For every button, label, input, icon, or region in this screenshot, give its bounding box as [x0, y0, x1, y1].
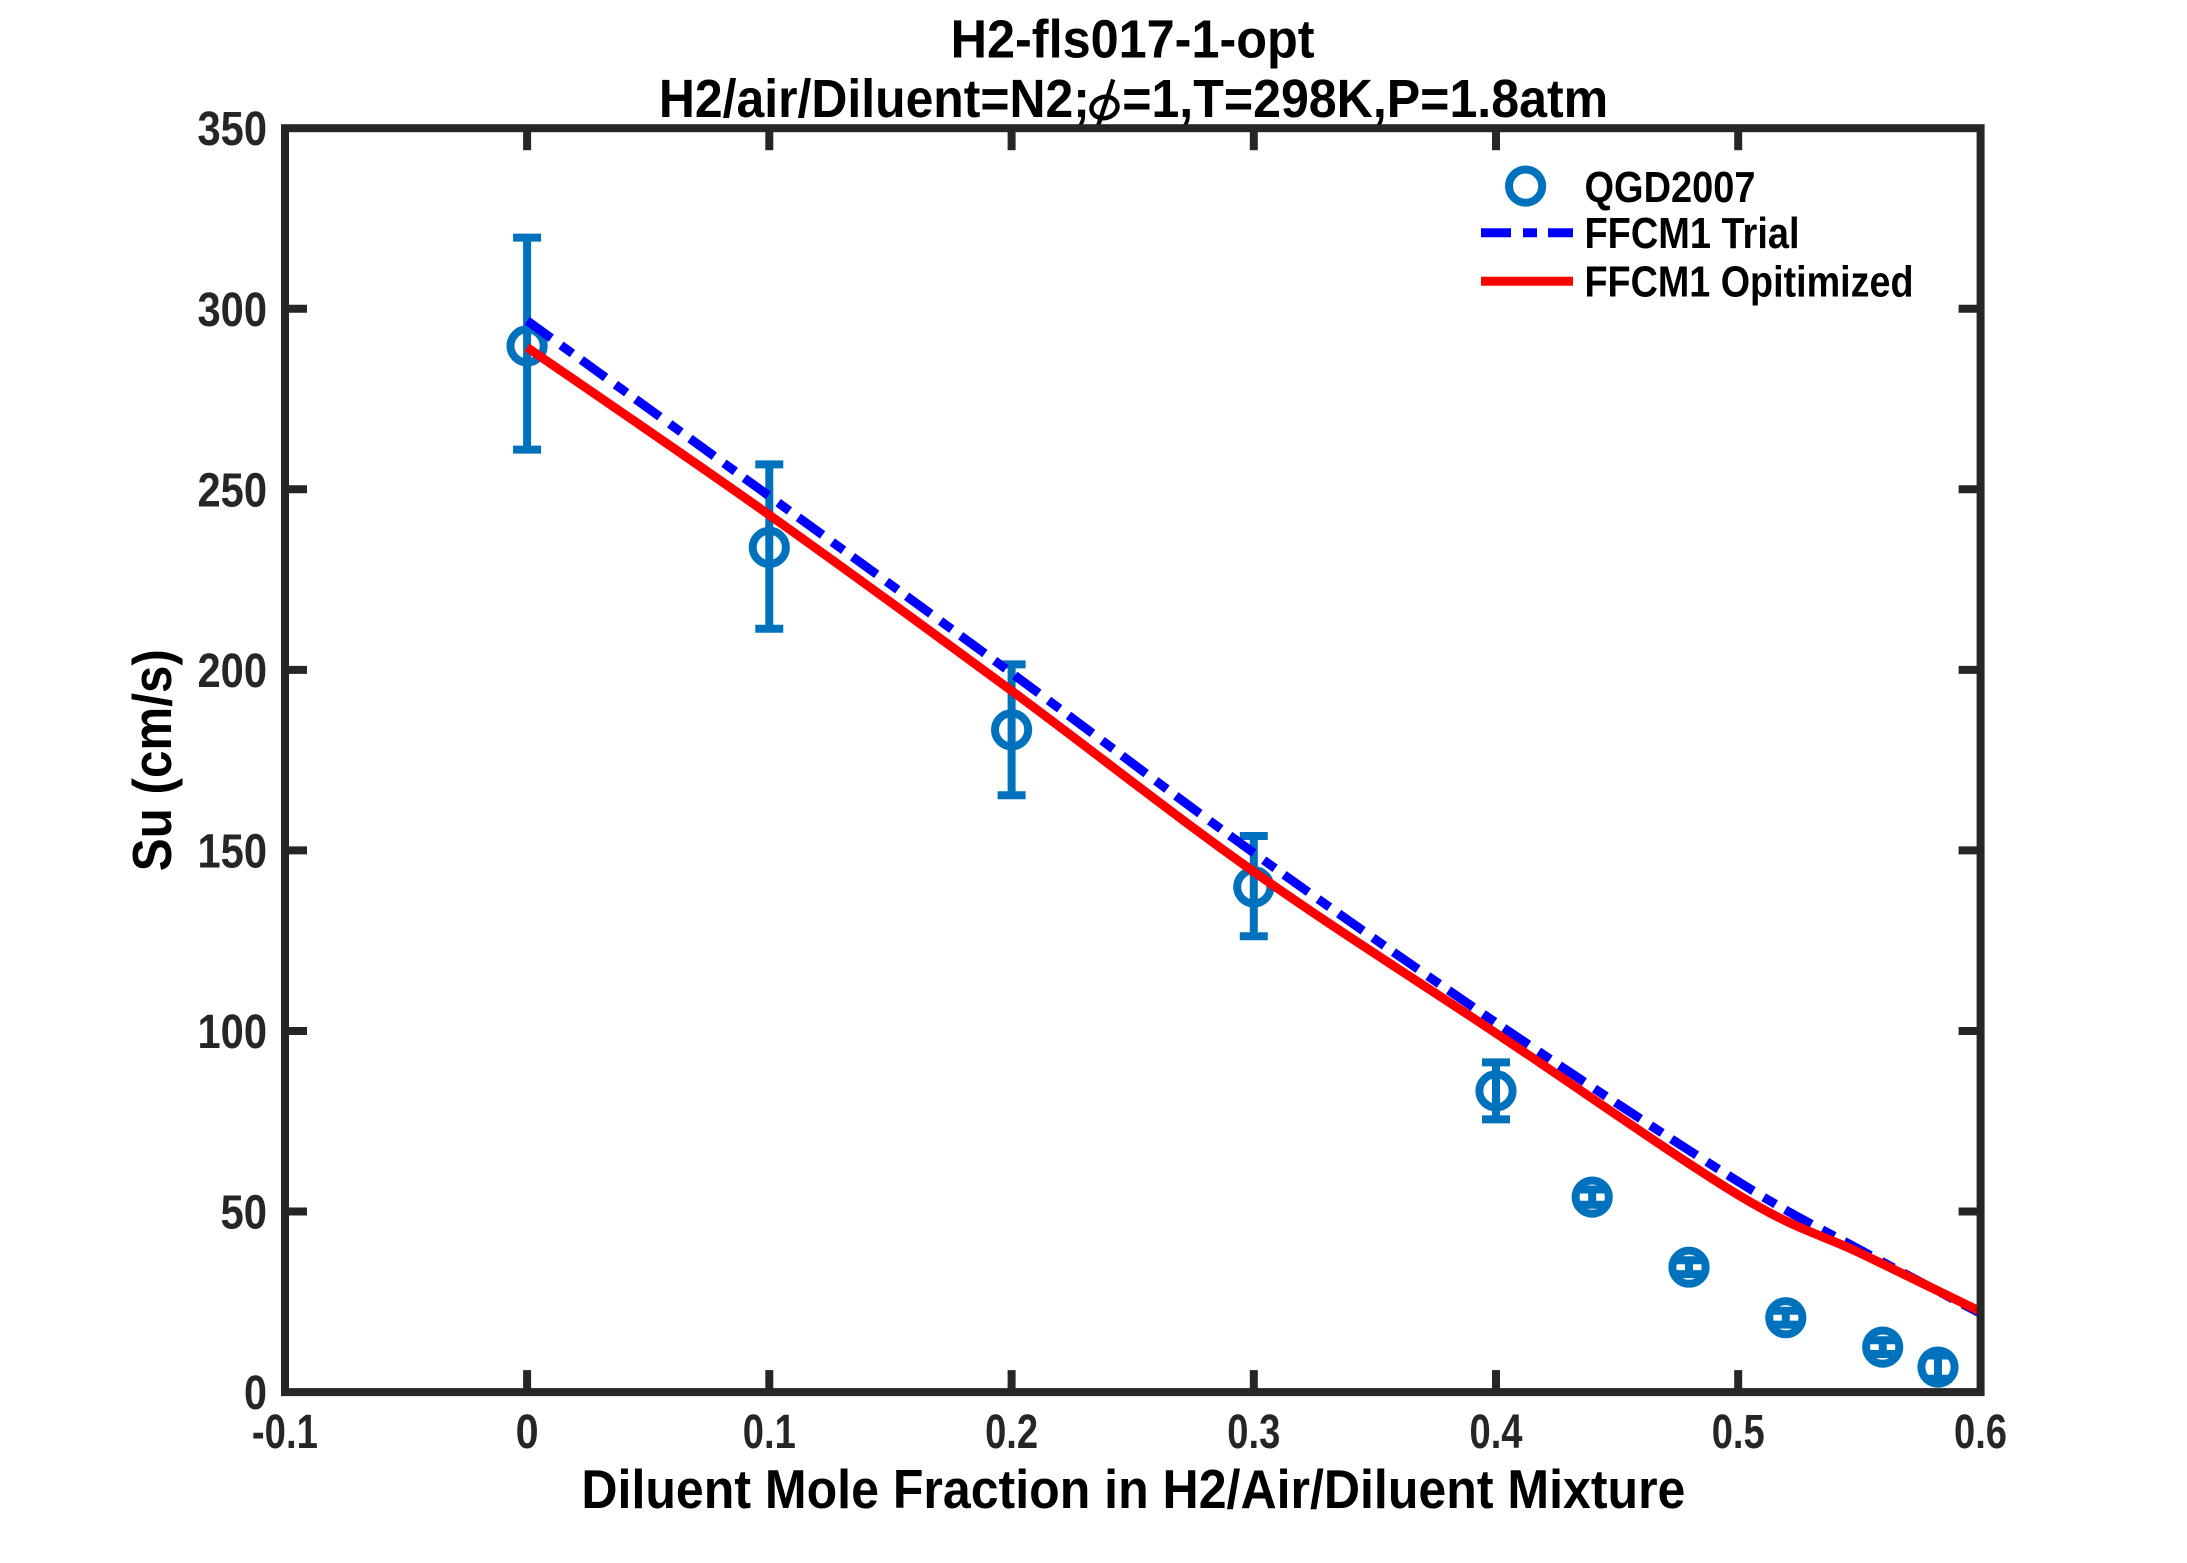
- svg-text:0.1: 0.1: [743, 1406, 796, 1459]
- svg-text:H2/air/Diluent=N2;: H2/air/Diluent=N2;: [659, 70, 1090, 129]
- svg-text:Su (cm/s): Su (cm/s): [122, 649, 183, 871]
- svg-text:QGD2007: QGD2007: [1585, 163, 1756, 212]
- svg-text:0.2: 0.2: [985, 1406, 1038, 1459]
- svg-text:300: 300: [198, 284, 268, 337]
- svg-text:FFCM1 Trial: FFCM1 Trial: [1585, 209, 1800, 258]
- svg-text:50: 50: [221, 1187, 268, 1240]
- svg-text:0: 0: [244, 1367, 267, 1420]
- svg-text:250: 250: [198, 464, 268, 517]
- svg-text:0: 0: [516, 1406, 539, 1459]
- svg-text:0.5: 0.5: [1712, 1406, 1765, 1459]
- svg-text:0.4: 0.4: [1470, 1406, 1523, 1459]
- svg-text:Diluent Mole Fraction in H2/Ai: Diluent Mole Fraction in H2/Air/Diluent …: [581, 1459, 1685, 1520]
- svg-text:350: 350: [198, 103, 268, 156]
- svg-text:=1,T=298K,P=1.8atm: =1,T=298K,P=1.8atm: [1122, 70, 1608, 129]
- svg-text:H2-fls017-1-opt: H2-fls017-1-opt: [951, 11, 1315, 70]
- svg-text:-0.1: -0.1: [252, 1406, 318, 1459]
- svg-text:FFCM1 Opitimized: FFCM1 Opitimized: [1585, 258, 1914, 307]
- svg-text:100: 100: [198, 1006, 268, 1059]
- svg-text:150: 150: [198, 825, 268, 878]
- svg-text:0.6: 0.6: [1954, 1406, 2007, 1459]
- svg-text:0.3: 0.3: [1227, 1406, 1280, 1459]
- svg-text:200: 200: [198, 645, 268, 698]
